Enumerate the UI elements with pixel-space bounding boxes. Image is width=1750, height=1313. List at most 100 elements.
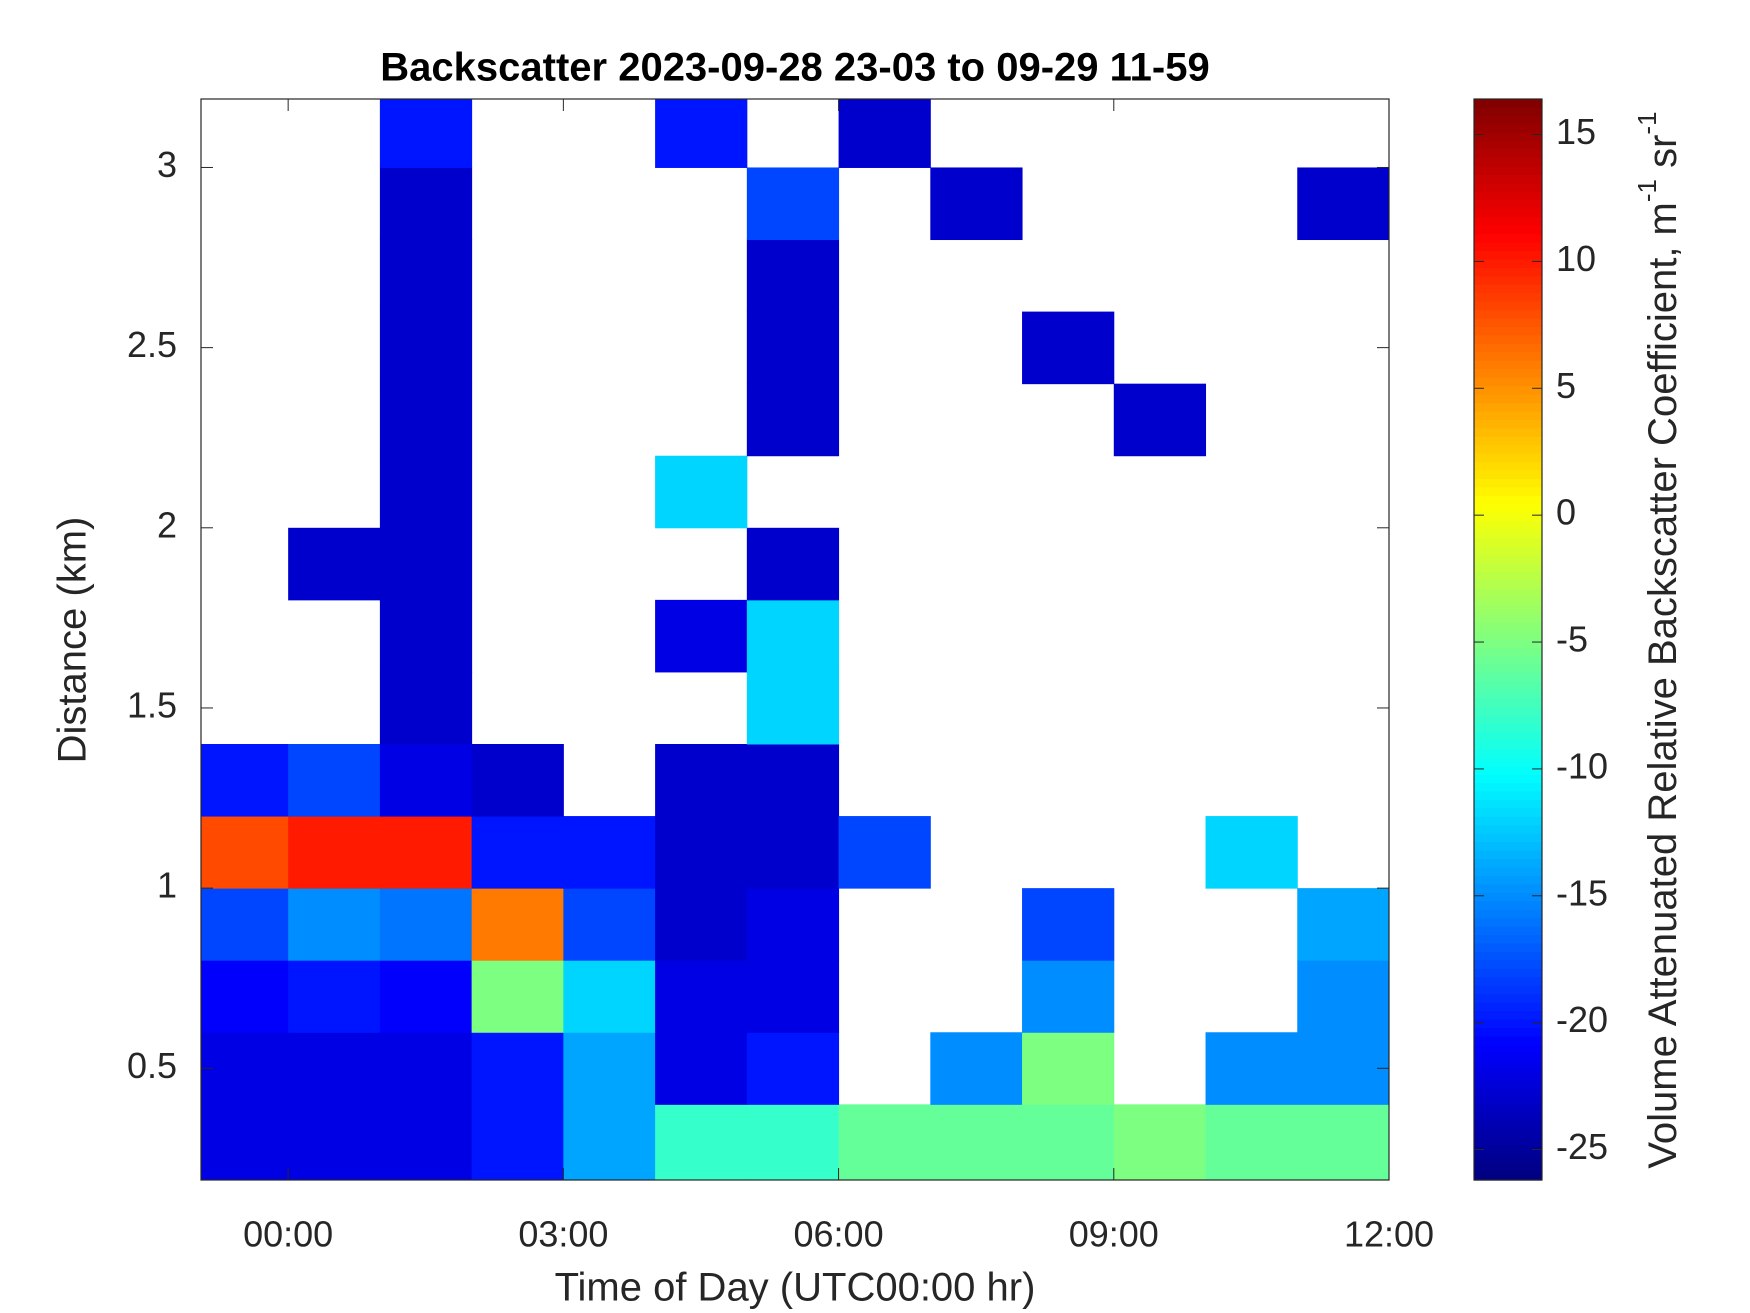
colorbar-segment [1474, 360, 1542, 370]
colorbar-segment [1474, 208, 1542, 218]
heatmap-cell [746, 888, 840, 961]
colorbar-segment [1474, 673, 1542, 683]
colorbar-segment [1474, 799, 1542, 810]
heatmap-cell [1297, 960, 1390, 1033]
heatmap-cell [379, 99, 473, 168]
colorbar-segment [1474, 369, 1542, 379]
colorbar-segment [1474, 901, 1542, 911]
colorbar-segment [1474, 1044, 1542, 1054]
colorbar-segment [1474, 445, 1542, 455]
heatmap-cell [379, 671, 473, 745]
colorbar-segment [1474, 875, 1542, 886]
colorbar-segment [1474, 293, 1542, 303]
colorbar-segment [1474, 1078, 1542, 1088]
heatmap-cell [379, 599, 473, 673]
heatmap-cell [746, 311, 840, 385]
colorbar-segment [1474, 816, 1542, 826]
colorbar-segment [1474, 310, 1542, 320]
colorbar-label-text: Volume Attenuated Relative Backscatter C… [1641, 202, 1685, 1168]
colorbar-segment [1474, 284, 1542, 294]
colorbar-segment [1474, 757, 1542, 767]
heatmap-cell [746, 527, 840, 601]
colorbar-segment [1474, 892, 1542, 902]
colorbar-segment [1474, 377, 1542, 387]
heatmap-cell [379, 383, 473, 457]
heatmap-cell [379, 1104, 473, 1181]
heatmap-cell [201, 1104, 289, 1181]
heatmap-cell [379, 1032, 473, 1105]
colorbar-segment [1474, 656, 1542, 666]
colorbar-segment [1474, 1171, 1542, 1181]
colorbar-segment [1474, 183, 1542, 193]
colorbar-tick-label: 15 [1556, 111, 1596, 152]
colorbar-segment [1474, 1011, 1542, 1021]
colorbar-segment [1474, 1137, 1542, 1147]
y-tick-label: 1.5 [127, 684, 177, 725]
heatmap-cell [746, 1104, 840, 1181]
heatmap-cell [1205, 816, 1298, 889]
colorbar-segment [1474, 512, 1542, 522]
colorbar-segment [1474, 217, 1542, 227]
colorbar-label-text: sr [1641, 135, 1685, 179]
heatmap-cell [379, 311, 473, 385]
colorbar-segment [1474, 1163, 1542, 1173]
colorbar-segment [1474, 538, 1542, 548]
colorbar-segment [1474, 1154, 1542, 1164]
colorbar-segment [1474, 132, 1542, 142]
colorbar-segment [1474, 563, 1542, 573]
colorbar-segment [1474, 276, 1542, 286]
colorbar-segment [1474, 943, 1542, 953]
colorbar-segment [1474, 723, 1542, 733]
colorbar-label: Volume Attenuated Relative Backscatter C… [1632, 111, 1685, 1168]
colorbar-segment [1474, 200, 1542, 210]
colorbar-segment [1474, 107, 1542, 117]
heatmap-cell [288, 743, 381, 817]
colorbar-segment [1474, 166, 1542, 176]
heatmap-cell [379, 888, 473, 961]
colorbar-segment [1474, 588, 1542, 598]
colorbar-segment [1474, 833, 1542, 843]
heatmap-cell [288, 960, 381, 1033]
heatmap-cell [1022, 1032, 1115, 1105]
colorbar-segment [1474, 141, 1542, 151]
colorbar-segment [1474, 529, 1542, 539]
heatmap-cell [655, 1032, 748, 1105]
x-tick-label: 03:00 [518, 1214, 608, 1255]
heatmap-cell [563, 888, 656, 961]
heatmap-cell [563, 960, 656, 1033]
heatmap-cell [201, 888, 289, 961]
colorbar-segment [1474, 99, 1542, 109]
heatmap-cell [288, 1032, 381, 1105]
colorbar-segment [1474, 1070, 1542, 1080]
colorbar-segment [1474, 647, 1542, 657]
x-tick-label: 06:00 [794, 1214, 884, 1255]
heatmap-cell [379, 239, 473, 313]
colorbar-segment [1474, 622, 1542, 632]
heatmap-cell [1022, 960, 1115, 1033]
heatmap-cell [201, 1032, 289, 1105]
colorbar-segment [1474, 251, 1542, 261]
colorbar-segment [1474, 124, 1542, 134]
colorbar-segment [1474, 343, 1542, 353]
colorbar-tick-label: -5 [1556, 619, 1588, 660]
colorbar-segment [1474, 521, 1542, 531]
colorbar-segment [1474, 597, 1542, 607]
colorbar-segment [1474, 259, 1542, 269]
heatmap-cell [838, 99, 931, 168]
heatmap-cell [379, 167, 473, 241]
heatmap-cell [379, 455, 473, 529]
colorbar-segment [1474, 884, 1542, 894]
colorbar-segment [1474, 749, 1542, 759]
heatmap-cell [655, 455, 748, 529]
colorbar-segment [1474, 614, 1542, 624]
heatmap-cell [288, 816, 381, 889]
colorbar-segment [1474, 850, 1542, 860]
y-tick-label: 1 [157, 865, 177, 906]
heatmap-cell [838, 816, 931, 889]
colorbar-label-sup: -1 [1632, 111, 1662, 134]
heatmap-cell [930, 1104, 1023, 1181]
colorbar-segment [1474, 1027, 1542, 1038]
colorbar-segment [1474, 968, 1542, 978]
heatmap-cell [471, 1104, 564, 1181]
colorbar-segment [1474, 842, 1542, 852]
